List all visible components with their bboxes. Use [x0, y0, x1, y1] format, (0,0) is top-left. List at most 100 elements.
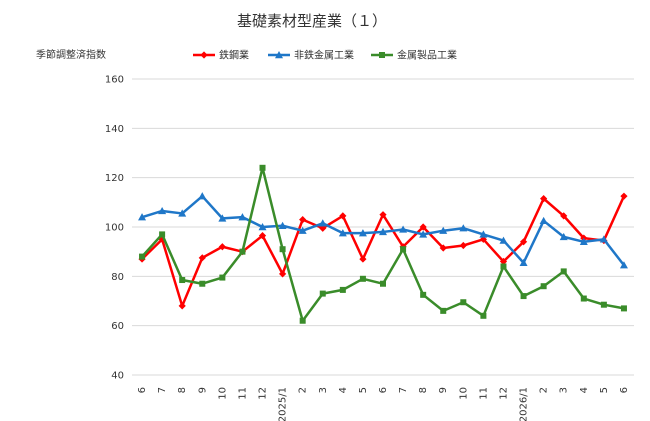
x-tick-label: 4: [338, 387, 349, 393]
data-point: [459, 224, 468, 232]
data-point: [520, 293, 527, 300]
data-point: [619, 261, 628, 269]
x-tick-label: 2: [539, 387, 550, 393]
data-point: [258, 223, 267, 231]
data-point: [198, 192, 207, 200]
x-tick-label: 10: [217, 387, 228, 400]
data-point: [218, 214, 227, 222]
chart-title: 基礎素材型産業（１）: [237, 12, 387, 30]
data-point: [139, 253, 146, 260]
data-point: [299, 216, 307, 224]
data-point: [540, 195, 548, 203]
series-3: [139, 164, 627, 324]
x-tick-label: 11: [237, 387, 248, 400]
data-point: [339, 212, 347, 220]
legend-marker: [200, 51, 208, 59]
gridlines: [132, 78, 634, 376]
series-2: [138, 192, 628, 269]
data-point: [559, 232, 568, 241]
data-point: [279, 270, 287, 278]
y-tick-label: 60: [111, 321, 124, 332]
data-point: [459, 241, 467, 250]
data-point: [298, 226, 307, 234]
data-point: [218, 243, 226, 251]
x-tick-label: 8: [177, 387, 188, 393]
data-point: [499, 236, 508, 244]
y-tick-label: 160: [105, 75, 124, 86]
data-point: [580, 295, 587, 302]
data-point: [620, 305, 627, 312]
data-point: [560, 212, 568, 220]
x-tick-label: 10: [458, 387, 469, 400]
legend-label: 鉄鋼業: [219, 49, 249, 62]
x-tick-label: 9: [438, 387, 449, 393]
x-tick-label: 7: [398, 387, 409, 393]
data-point: [519, 238, 528, 246]
data-point: [258, 232, 267, 240]
data-point: [620, 192, 628, 200]
data-point: [479, 230, 488, 238]
x-tick-label: 7: [157, 387, 168, 393]
y-tick-label: 140: [105, 124, 124, 135]
data-point: [319, 290, 326, 297]
data-point: [178, 302, 186, 310]
series-1: [138, 192, 628, 310]
x-tick-label: 8: [418, 387, 429, 393]
data-point: [318, 219, 327, 227]
x-tick-label: 6: [619, 387, 630, 393]
data-point: [379, 211, 387, 219]
series-line: [141, 166, 625, 322]
data-point: [339, 286, 346, 293]
data-point: [500, 263, 507, 270]
data-point: [279, 246, 286, 253]
data-point: [380, 280, 386, 287]
y-tick-label: 80: [111, 272, 124, 283]
data-point: [299, 317, 306, 324]
x-tick-label: 11: [478, 387, 489, 400]
data-point: [480, 312, 487, 319]
data-point: [359, 275, 366, 282]
x-tick-label: 12: [498, 387, 509, 400]
data-point: [439, 226, 448, 234]
data-point: [540, 283, 547, 290]
data-point: [379, 227, 387, 236]
legend-marker: [275, 51, 283, 59]
legend-marker: [379, 52, 385, 58]
data-point: [178, 209, 187, 217]
x-tick-label: 12: [258, 387, 269, 400]
data-point: [579, 237, 588, 245]
legend-item: 金属製品工業: [371, 49, 457, 62]
x-tick-label: 6: [378, 387, 389, 393]
data-point: [479, 235, 487, 243]
y-axis-ticks: 40 60 80 100 120 140 160: [105, 75, 124, 382]
data-point: [400, 246, 407, 253]
data-point: [420, 291, 427, 298]
y-tick-label: 40: [111, 371, 124, 382]
legend-item: 鉄鋼業: [193, 49, 249, 62]
legend-label: 非鉄金属工業: [294, 49, 354, 62]
data-point: [519, 258, 528, 266]
data-point: [198, 254, 206, 262]
data-point: [419, 230, 428, 238]
legend-item: 非鉄金属工業: [268, 49, 354, 62]
data-point: [338, 229, 347, 237]
legend: 鉄鋼業 非鉄金属工業 金属製品工業: [193, 49, 457, 62]
data-point: [499, 257, 508, 266]
data-point: [599, 235, 608, 243]
data-point: [158, 206, 167, 215]
series-group: [138, 164, 628, 324]
data-point: [419, 223, 427, 231]
data-point: [238, 213, 247, 221]
data-point: [199, 280, 206, 287]
y-axis-label: 季節調整済指数: [36, 48, 106, 61]
data-point: [159, 231, 166, 238]
x-tick-label: 5: [599, 387, 610, 393]
data-point: [259, 164, 266, 171]
x-tick-label: 3: [559, 387, 570, 393]
data-point: [138, 213, 147, 221]
data-point: [460, 299, 467, 306]
data-point: [359, 255, 367, 263]
x-tick-label: 9: [197, 387, 208, 393]
legend-label: 金属製品工業: [397, 49, 457, 62]
data-point: [600, 301, 607, 308]
